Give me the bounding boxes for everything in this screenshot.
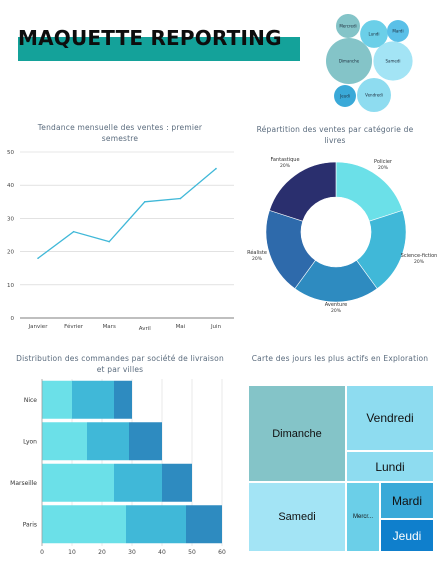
bar-segment [72,381,114,419]
x-tick-label: Juin [210,324,222,330]
x-tick-label: 60 [218,549,226,556]
slice-label: Policier [374,159,393,165]
line-point [180,198,182,200]
bubble-label: Dimanche [339,59,360,64]
bubble-chart: Mercredi Lundi Mardi Dimanche Samedi Jeudi Ven… [322,14,422,114]
x-tick-label: 0 [40,549,44,556]
bar-segment [162,464,192,502]
line-point [144,201,146,203]
donut-chart: Policier20%Science-fiction20%Aventure20%… [235,148,438,323]
treemap: Dimanche Vendredi Lundi Samedi Mercr... Mardi… [249,386,433,551]
bar-segment [114,381,132,419]
bar-segment [126,505,186,543]
y-tick-label: 10 [7,283,14,289]
bar-chart: 0 10 20 30 40 50 60 Nice Lyon Marseille Paris [0,376,235,562]
treemap-cell-jeudi: Jeudi [381,520,433,551]
bar-segment [42,464,114,502]
bubble-label: Vendredi [365,93,383,98]
slice-percent: 20% [280,163,291,169]
category-label: Lyon [23,438,37,445]
treemap-cell-lundi: Lundi [347,452,433,481]
slice-label: Aventure [325,302,347,308]
x-tick-label: Mars [103,324,116,330]
treemap-cell-mercr: Mercr... [347,483,379,551]
bar-segment [114,464,162,502]
treemap-cell-dimanche: Dimanche [249,386,345,481]
bar-segment [42,505,126,543]
x-tick-label: Mai [176,324,186,330]
slice-percent: 20% [378,165,389,171]
bar-segment [129,422,162,460]
bubble-label: Mardi [392,29,403,34]
bubble-label: Mercredi [339,24,356,29]
bar-segment [42,422,87,460]
y-tick-label: 50 [7,150,14,156]
donut-slice-fantastique [269,162,336,221]
bar-segment [186,505,222,543]
x-tick-label: Février [64,323,84,330]
slice-percent: 20% [252,256,263,262]
category-label: Marseille [10,480,37,487]
x-tick-label: Janvier [28,324,49,330]
category-label: Nice [24,397,37,404]
treemap-title: Carte des jours les plus actifs en Explo… [250,353,430,364]
y-tick-label: 30 [7,216,14,222]
y-tick-label: 0 [11,316,15,322]
line-point [73,231,75,233]
slice-label: Science-fiction [401,253,438,259]
bar-segment [42,381,72,419]
slice-label: Réaliste [247,249,267,256]
line-point [215,168,217,170]
category-label: Paris [23,521,37,528]
bar-chart-title: Distribution des commandes par société d… [15,353,225,375]
x-tick-label: 10 [68,549,76,556]
donut-chart-title: Répartition des ventes par catégorie de … [250,124,420,146]
x-tick-label: 40 [158,549,166,556]
line-series [38,169,216,259]
treemap-cell-samedi: Samedi [249,483,345,551]
bubble-label: Lundi [369,32,380,37]
treemap-cell-vendredi: Vendredi [347,386,433,450]
x-tick-label: 30 [128,549,136,556]
x-tick-label: 50 [188,549,196,556]
page-title: MAQUETTE REPORTING [18,26,282,50]
donut-slice-policier [336,162,403,221]
y-tick-label: 20 [7,250,14,256]
bubble-label: Samedi [386,59,401,64]
line-point [37,257,39,259]
slice-percent: 20% [331,308,342,314]
line-chart: 0 10 20 30 40 50 Janvier Février Mars Avril Mai Jui… [0,140,235,335]
bar-segment [87,422,129,460]
slice-label: Fantastique [270,157,299,163]
bubble-label: Jeudi [339,94,350,99]
x-tick-label: Avril [139,326,151,332]
line-point [108,241,110,243]
treemap-cell-mardi: Mardi [381,483,433,518]
y-tick-label: 40 [7,183,14,189]
slice-percent: 20% [414,259,425,265]
x-tick-label: 20 [98,549,106,556]
